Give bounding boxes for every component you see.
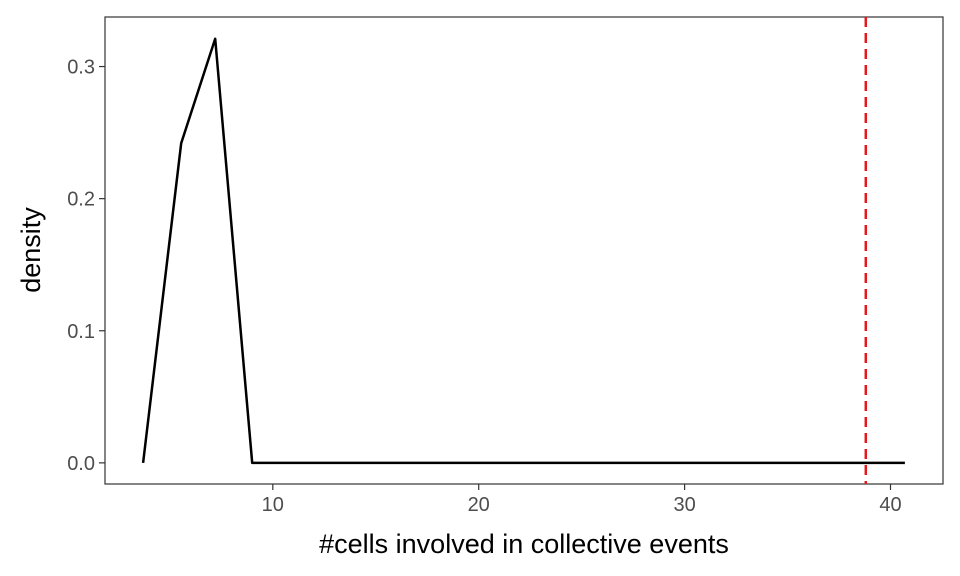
x-axis-title: #cells involved in collective events xyxy=(319,529,729,559)
y-tick-label: 0.0 xyxy=(67,453,95,475)
x-tick-label: 20 xyxy=(468,494,490,516)
x-tick-label: 30 xyxy=(673,494,695,516)
x-tick-label: 40 xyxy=(879,494,901,516)
y-tick-label: 0.2 xyxy=(67,189,95,211)
x-tick-label: 10 xyxy=(262,494,284,516)
x-axis-ticks: 10 20 30 40 xyxy=(262,484,902,516)
y-axis-title: density xyxy=(16,207,46,293)
data-series xyxy=(141,37,905,465)
y-tick-label: 0.3 xyxy=(67,57,95,79)
density-line xyxy=(141,37,905,465)
plot-panel xyxy=(104,16,944,485)
y-tick-label: 0.1 xyxy=(67,321,95,343)
y-axis-ticks: 0.0 0.1 0.2 0.3 xyxy=(67,57,105,475)
